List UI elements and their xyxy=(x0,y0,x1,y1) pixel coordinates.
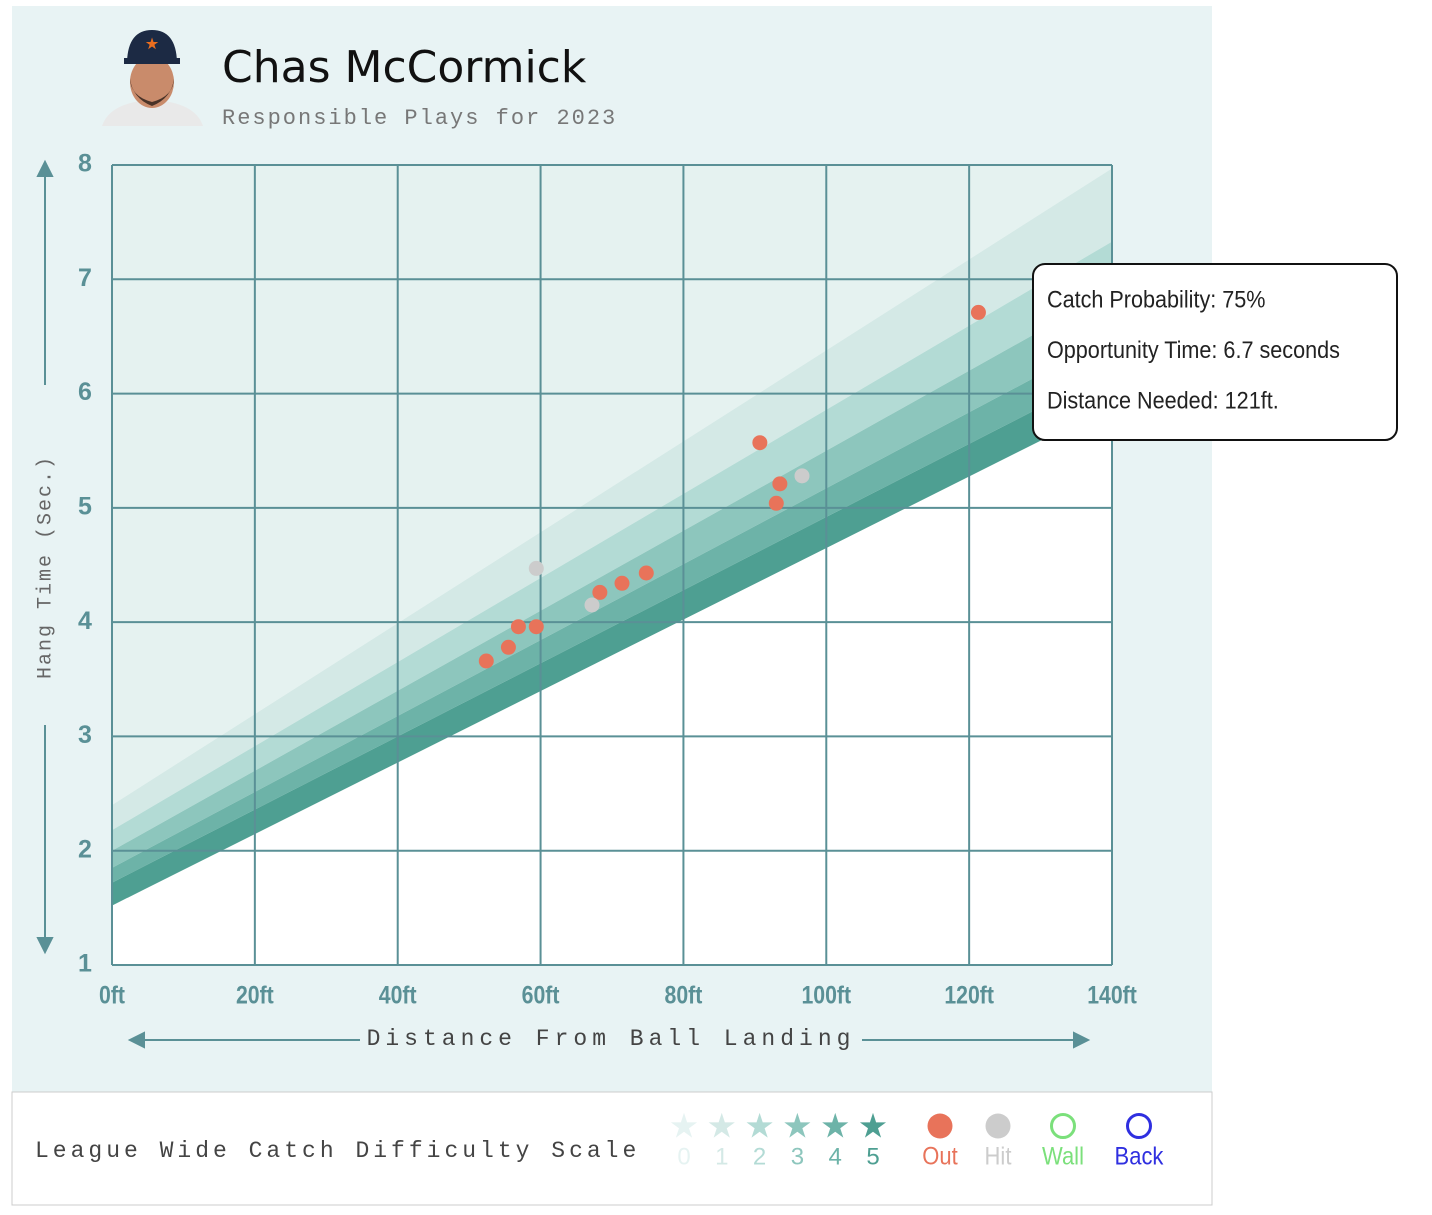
legend-marker xyxy=(927,1113,953,1139)
y-tick-label: 1 xyxy=(78,950,92,978)
x-tick-label: 0ft xyxy=(99,981,125,1009)
y-tick-label: 2 xyxy=(78,835,92,863)
x-tick-label: 80ft xyxy=(665,981,703,1009)
legend-star: ★ xyxy=(744,1107,774,1147)
difficulty-band xyxy=(112,336,1112,883)
y-tick-label: 3 xyxy=(78,721,92,749)
data-point xyxy=(584,597,600,613)
x-axis-label: Distance From Ball Landing xyxy=(367,1026,856,1052)
x-tick-label: 60ft xyxy=(522,981,560,1009)
axis-arrows xyxy=(36,159,1091,1049)
tooltip-line: Opportunity Time: 6.7 seconds xyxy=(1047,336,1340,363)
data-point xyxy=(970,304,986,320)
y-tick-label: 4 xyxy=(78,607,92,635)
data-point xyxy=(478,653,494,669)
data-point xyxy=(614,575,630,591)
x-tick-label: 120ft xyxy=(944,981,994,1009)
tooltip xyxy=(1032,263,1398,441)
legend-star-label: 2 xyxy=(753,1143,766,1170)
legend-title: League Wide Catch Difficulty Scale xyxy=(35,1138,640,1164)
legend-star-label: 0 xyxy=(677,1143,690,1170)
legend-star: ★ xyxy=(782,1107,812,1147)
tooltip-line: Catch Probability: 75% xyxy=(1047,285,1265,312)
legend-marker xyxy=(1126,1113,1152,1139)
data-point xyxy=(794,468,810,484)
x-tick-label: 20ft xyxy=(236,981,274,1009)
legend-label: Out xyxy=(922,1142,958,1170)
legend-star: ★ xyxy=(820,1107,850,1147)
chart-subtitle: Responsible Plays for 2023 xyxy=(222,106,617,131)
legend-star-label: 3 xyxy=(791,1143,804,1170)
legend-star: ★ xyxy=(669,1107,699,1147)
band-background xyxy=(112,165,1112,805)
data-point xyxy=(768,495,784,511)
headshot: ★ xyxy=(102,30,203,126)
legend-star-label: 5 xyxy=(866,1143,879,1170)
data-point xyxy=(510,619,526,635)
legend: ★0★1★2★3★4★5 Out Hit Wall Back xyxy=(669,1107,1164,1171)
y-tick-label: 6 xyxy=(78,378,92,406)
svg-text:★: ★ xyxy=(146,36,159,52)
data-point xyxy=(528,619,544,635)
x-tick-label: 140ft xyxy=(1087,981,1137,1009)
legend-marker xyxy=(1050,1113,1076,1139)
legend-label: Hit xyxy=(985,1142,1012,1170)
legend-marker xyxy=(985,1113,1011,1139)
tooltip-line: Distance Needed: 121ft. xyxy=(1047,386,1279,413)
legend-star-label: 1 xyxy=(715,1143,728,1170)
x-tick-label: 40ft xyxy=(379,981,417,1009)
data-point xyxy=(592,584,608,600)
y-tick-label: 5 xyxy=(78,492,92,520)
data-point xyxy=(752,435,768,451)
data-point xyxy=(500,639,516,655)
legend-label: Wall xyxy=(1042,1142,1084,1170)
legend-star: ★ xyxy=(858,1107,888,1147)
legend-box xyxy=(11,1091,1213,1206)
plot-area: 0ft 20ft 40ft 60ft 80ft 100ft 120ft 140ft 1 2 3 4 5 6… xyxy=(78,150,1137,1009)
x-tick-label: 100ft xyxy=(801,981,851,1009)
legend-label: Back xyxy=(1115,1142,1164,1170)
y-axis-label: Hang Time (Sec.) xyxy=(34,455,57,679)
difficulty-band xyxy=(112,370,1112,906)
difficulty-band xyxy=(112,290,1112,868)
difficulty-band xyxy=(112,168,1112,831)
chart-title: Chas McCormick xyxy=(222,42,587,93)
y-tick-label: 7 xyxy=(78,264,92,292)
legend-star-label: 4 xyxy=(829,1143,842,1170)
y-tick-label: 8 xyxy=(78,150,92,178)
data-point xyxy=(638,565,654,581)
legend-star: ★ xyxy=(707,1107,737,1147)
data-point xyxy=(772,476,788,492)
data-point xyxy=(528,560,544,576)
